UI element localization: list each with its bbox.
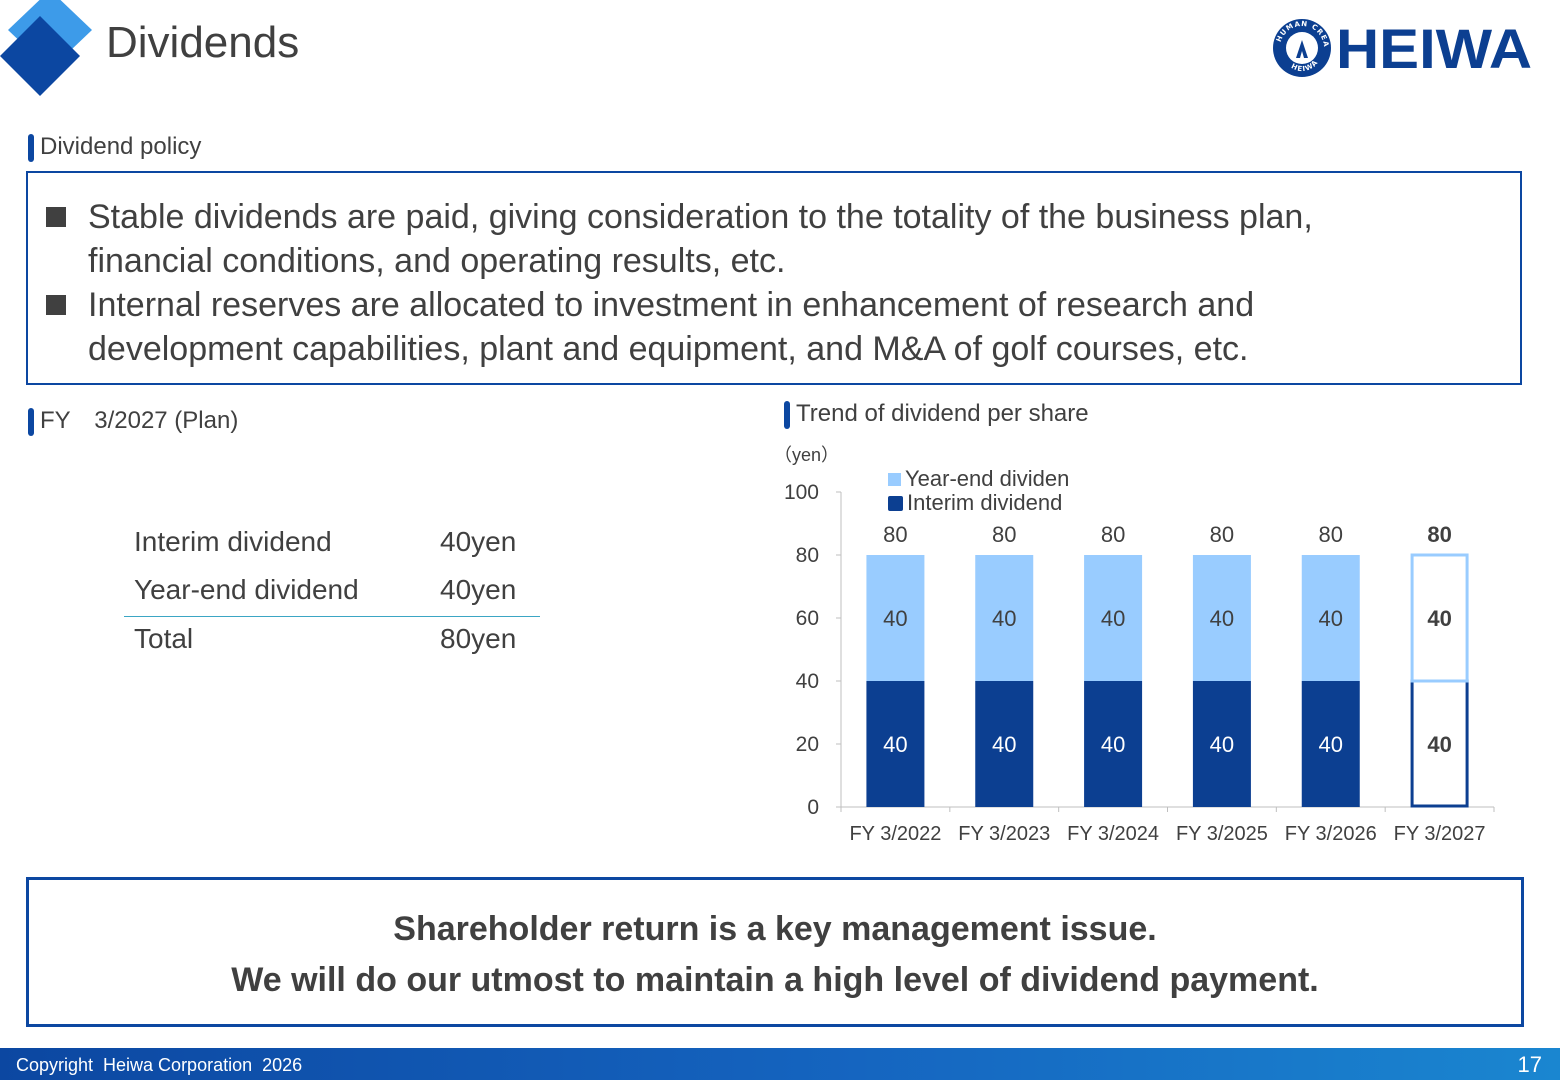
plan-row-total: Total 80yen [124,617,540,665]
y-tick-label: 20 [796,733,819,756]
data-label-yearend: 40 [1210,606,1234,631]
square-bullet-icon [46,207,66,227]
data-label-total: 80 [1427,522,1451,547]
data-label-yearend: 40 [1101,606,1125,631]
trend-label: Trend of dividend per share [796,400,1089,427]
data-label-interim: 40 [883,732,907,757]
x-tick-label: FY 3/2023 [958,823,1050,845]
plan-row-yearend: Year-end dividend 40yen [124,568,540,617]
y-tick-label: 100 [784,481,819,504]
heiwa-logo: HUMAN CREATIVE HEIWA HEIWA [1272,18,1532,78]
data-label-interim: 40 [1101,732,1125,757]
bar-interim [1084,681,1143,807]
plan-table: Interim dividend 40yen Year-end dividend… [124,520,540,665]
data-label-total: 80 [1319,522,1343,547]
message-box: Shareholder return is a key management i… [26,877,1524,1027]
bar-yearend [1301,555,1360,681]
policy-section-label: Dividend policy [28,133,201,162]
logo-diamonds-icon [0,0,92,96]
bar-yearend [866,555,925,681]
y-tick-label: 80 [796,544,819,567]
copyright-text: Copyright Heiwa Corporation 2026 [16,1055,303,1075]
x-tick-label: FY 3/2027 [1394,823,1486,845]
plan-row-label: Year-end dividend [134,574,359,605]
bar-interim [866,681,925,807]
plan-label: FY 3/2027 (Plan) [40,407,239,434]
x-tick-label: FY 3/2025 [1176,823,1268,845]
policy-bullet: Internal reserves are allocated to inves… [46,283,1254,371]
plan-row-interim: Interim dividend 40yen [124,520,540,568]
data-label-total: 80 [1210,522,1234,547]
bar-yearend [1410,553,1469,683]
data-label-yearend: 40 [1427,606,1451,631]
legend-label-interim: Interim dividend [907,490,1062,515]
plan-row-value: 80yen [440,623,517,654]
y-tick-label: 0 [807,796,819,819]
bar-interim [1410,679,1469,808]
x-tick-label: FY 3/2024 [1067,823,1159,845]
bar-yearend [975,555,1034,681]
data-label-yearend: 40 [992,606,1016,631]
footer-bar: Copyright Heiwa Corporation 2026 17 [0,1048,1560,1080]
policy-label: Dividend policy [40,133,202,160]
data-label-interim: 40 [1427,732,1451,757]
brand-text: HEIWA [1336,18,1532,78]
bar-interim [975,681,1034,807]
legend-label-yearend: Year-end dividen [905,466,1069,491]
plan-row-value: 40yen [440,526,517,557]
page-number: 17 [1517,1052,1542,1077]
message-line-2: We will do our utmost to maintain a high… [231,961,1319,999]
policy-box: Stable dividends are paid, giving consid… [26,171,1522,385]
x-tick-label: FY 3/2026 [1285,823,1377,845]
data-label-total: 80 [992,522,1016,547]
trend-section-label: Trend of dividend per share [784,400,1089,429]
data-label-interim: 40 [1210,732,1234,757]
data-label-total: 80 [883,522,907,547]
y-tick-label: 60 [796,607,819,630]
bar-yearend [1192,555,1251,681]
section-marker-icon [28,407,34,436]
message-line-1: Shareholder return is a key management i… [393,910,1157,948]
legend-swatch-interim [888,496,903,511]
y-unit-label: （yen） [774,445,839,465]
policy-bullet-line: Internal reserves are allocated to inves… [88,286,1255,324]
bar-interim [1301,681,1360,807]
legend-swatch-yearend [888,473,901,486]
data-label-yearend: 40 [1319,606,1343,631]
x-tick-label: FY 3/2022 [849,823,941,845]
page-title: Dividends [106,18,300,67]
section-marker-icon [28,133,34,162]
plan-section-label: FY 3/2027 (Plan) [28,400,238,436]
data-label-yearend: 40 [883,606,907,631]
section-marker-icon [784,400,790,429]
policy-bullet-line: Stable dividends are paid, giving consid… [88,198,1313,236]
plan-row-value: 40yen [440,574,517,605]
bar-yearend [1084,555,1143,681]
dividend-chart: （yen） 0 20 40 60 80 100 40 40 80 FY 3/2022 40 40 80 FY… [774,445,1495,845]
data-label-interim: 40 [992,732,1016,757]
policy-bullet-line: development capabilities, plant and equi… [88,330,1249,368]
plan-row-label: Interim dividend [134,526,332,557]
data-label-total: 80 [1101,522,1125,547]
plan-row-label: Total [134,623,194,654]
policy-bullet: Stable dividends are paid, giving consid… [46,195,1313,283]
bar-interim [1192,681,1251,807]
data-label-interim: 40 [1319,732,1343,757]
y-tick-label: 40 [796,670,819,693]
square-bullet-icon [46,295,66,315]
policy-bullet-line: financial conditions, and operating resu… [88,242,786,280]
